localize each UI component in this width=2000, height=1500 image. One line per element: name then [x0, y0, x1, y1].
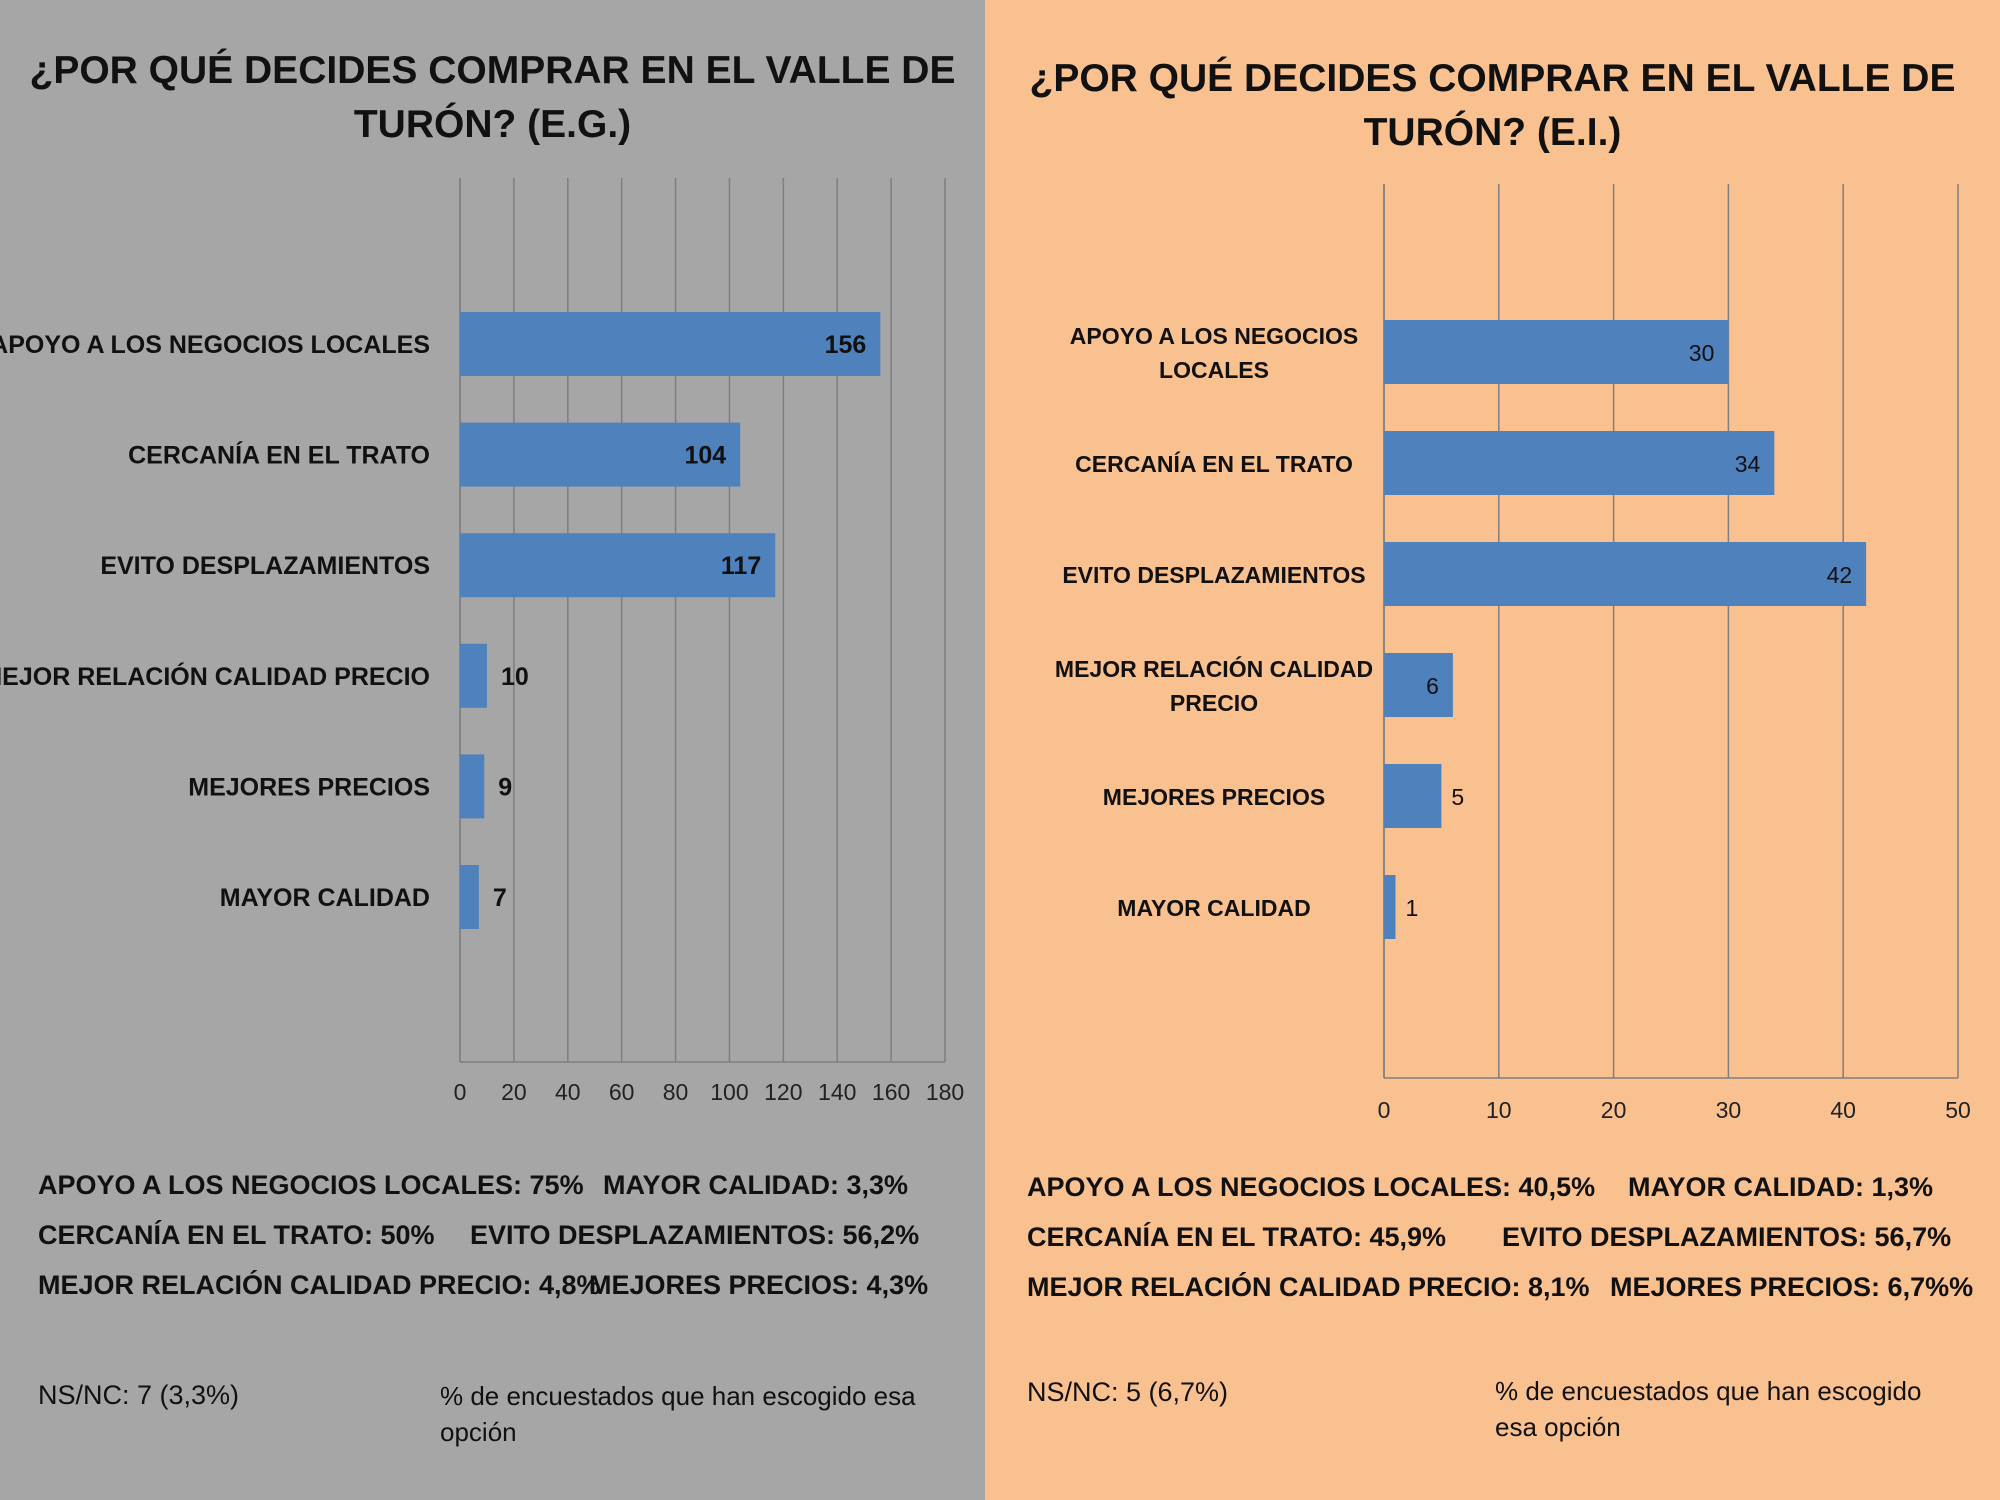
ei-category-label: MEJORES PRECIOS	[1103, 784, 1325, 810]
ei-category-label: EVITO DESPLAZAMIENTOS	[1062, 562, 1365, 588]
stat-relacion-eg: MEJOR RELACIÓN CALIDAD PRECIO: 4,8%	[38, 1270, 601, 1300]
bar-chart-eg: 0 20 40 60 80 100 120 140 160 180 156 APOYO A LOS N…	[0, 178, 964, 1105]
eg-tick-label: 0	[454, 1079, 467, 1105]
ei-category-label: MAYOR CALIDAD	[1117, 895, 1310, 921]
eg-tick-label: 160	[872, 1079, 910, 1105]
nsnc-eg: NS/NC: 7 (3,3%)	[38, 1380, 240, 1410]
eg-bar	[460, 643, 487, 708]
eg-tick-label: 180	[926, 1079, 964, 1105]
ei-tick-label: 10	[1486, 1097, 1512, 1123]
ei-bar	[1384, 875, 1396, 939]
stat-precios-ei: MEJORES PRECIOS: 6,7%%	[1610, 1272, 1974, 1302]
ei-data-label: 30	[1689, 340, 1715, 366]
bar-chart-ei: 0 10 20 30 40 50 30 APOYO A LOS NEGOCIOS LOCALES…	[1055, 184, 1971, 1123]
eg-tick-label: 120	[764, 1079, 802, 1105]
eg-data-label: 7	[493, 884, 507, 912]
ei-category-label: APOYO A LOS NEGOCIOS LOCALES	[1070, 323, 1358, 383]
nsnc-ei: NS/NC: 5 (6,7%)	[1027, 1377, 1229, 1407]
eg-bar	[460, 754, 485, 819]
stat-mayor-calidad-ei: MAYOR CALIDAD: 1,3%	[1628, 1172, 1934, 1202]
panel-eg: ¿POR QUÉ DECIDES COMPRAR EN EL VALLE DE …	[0, 0, 985, 1500]
ei-category-label: MEJOR RELACIÓN CALIDAD PRECIO	[1055, 655, 1373, 716]
eg-category-label: MEJOR RELACIÓN CALIDAD PRECIO	[0, 661, 430, 691]
eg-category-label: MAYOR CALIDAD	[220, 884, 430, 912]
stat-relacion-ei: MEJOR RELACIÓN CALIDAD PRECIO: 8,1%	[1027, 1272, 1590, 1302]
ei-data-label: 6	[1426, 673, 1439, 699]
eg-tick-label: 20	[501, 1079, 527, 1105]
percent-note-eg: % de encuestados que han escogido esa op…	[440, 1381, 916, 1447]
panel-ei: ¿POR QUÉ DECIDES COMPRAR EN EL VALLE DE …	[985, 0, 2000, 1500]
chart-title-eg: ¿POR QUÉ DECIDES COMPRAR EN EL VALLE DE …	[29, 49, 956, 146]
eg-bar	[460, 312, 881, 376]
ei-tick-label: 30	[1716, 1097, 1742, 1123]
chart-title-ei: ¿POR QUÉ DECIDES COMPRAR EN EL VALLE DE …	[1029, 57, 1956, 154]
eg-data-label: 10	[501, 663, 529, 691]
eg-category-label: CERCANÍA EN EL TRATO	[128, 441, 430, 470]
eg-data-label: 9	[498, 773, 512, 801]
eg-tick-label: 140	[818, 1079, 856, 1105]
eg-tick-label: 60	[609, 1079, 635, 1105]
percent-note-ei: % de encuestados que han escogido esa op…	[1495, 1376, 1922, 1442]
ei-bar	[1384, 764, 1442, 828]
eg-tick-label: 80	[663, 1079, 689, 1105]
stat-apoyo-ei: APOYO A LOS NEGOCIOS LOCALES: 40,5%	[1027, 1172, 1596, 1202]
eg-data-label: 117	[721, 552, 761, 580]
ei-data-label: 42	[1827, 562, 1853, 588]
ei-data-label: 5	[1451, 784, 1464, 810]
stat-apoyo-eg: APOYO A LOS NEGOCIOS LOCALES: 75%	[38, 1170, 584, 1200]
stat-cercania-eg: CERCANÍA EN EL TRATO: 50%	[38, 1220, 435, 1250]
ei-category-label: CERCANÍA EN EL TRATO	[1075, 450, 1353, 477]
ei-tick-label: 50	[1945, 1097, 1971, 1123]
ei-data-label: 1	[1405, 895, 1418, 921]
eg-category-label: EVITO DESPLAZAMIENTOS	[100, 552, 430, 580]
ei-bar	[1384, 320, 1729, 384]
eg-bar	[460, 865, 479, 929]
ei-bar	[1384, 653, 1453, 717]
eg-category-label: APOYO A LOS NEGOCIOS LOCALES	[0, 331, 430, 359]
stat-mayor-calidad-eg: MAYOR CALIDAD: 3,3%	[603, 1170, 909, 1200]
eg-bar	[460, 533, 776, 598]
ei-tick-label: 40	[1830, 1097, 1856, 1123]
ei-data-label: 34	[1735, 451, 1761, 477]
eg-data-label: 104	[685, 442, 727, 470]
ei-bar	[1384, 431, 1775, 495]
ei-tick-label: 20	[1601, 1097, 1627, 1123]
eg-bar	[460, 422, 741, 487]
eg-category-label: MEJORES PRECIOS	[188, 773, 430, 801]
stat-evito-ei: EVITO DESPLAZAMIENTOS: 56,7%	[1502, 1222, 1952, 1252]
eg-tick-label: 40	[555, 1079, 581, 1105]
stat-cercania-ei: CERCANÍA EN EL TRATO: 45,9%	[1027, 1222, 1447, 1252]
eg-tick-label: 100	[710, 1079, 748, 1105]
stat-evito-eg: EVITO DESPLAZAMIENTOS: 56,2%	[470, 1220, 920, 1250]
eg-data-label: 156	[825, 331, 867, 359]
ei-tick-label: 0	[1378, 1097, 1391, 1123]
ei-bar	[1384, 542, 1867, 606]
stat-precios-eg: MEJORES PRECIOS: 4,3%	[589, 1270, 929, 1300]
